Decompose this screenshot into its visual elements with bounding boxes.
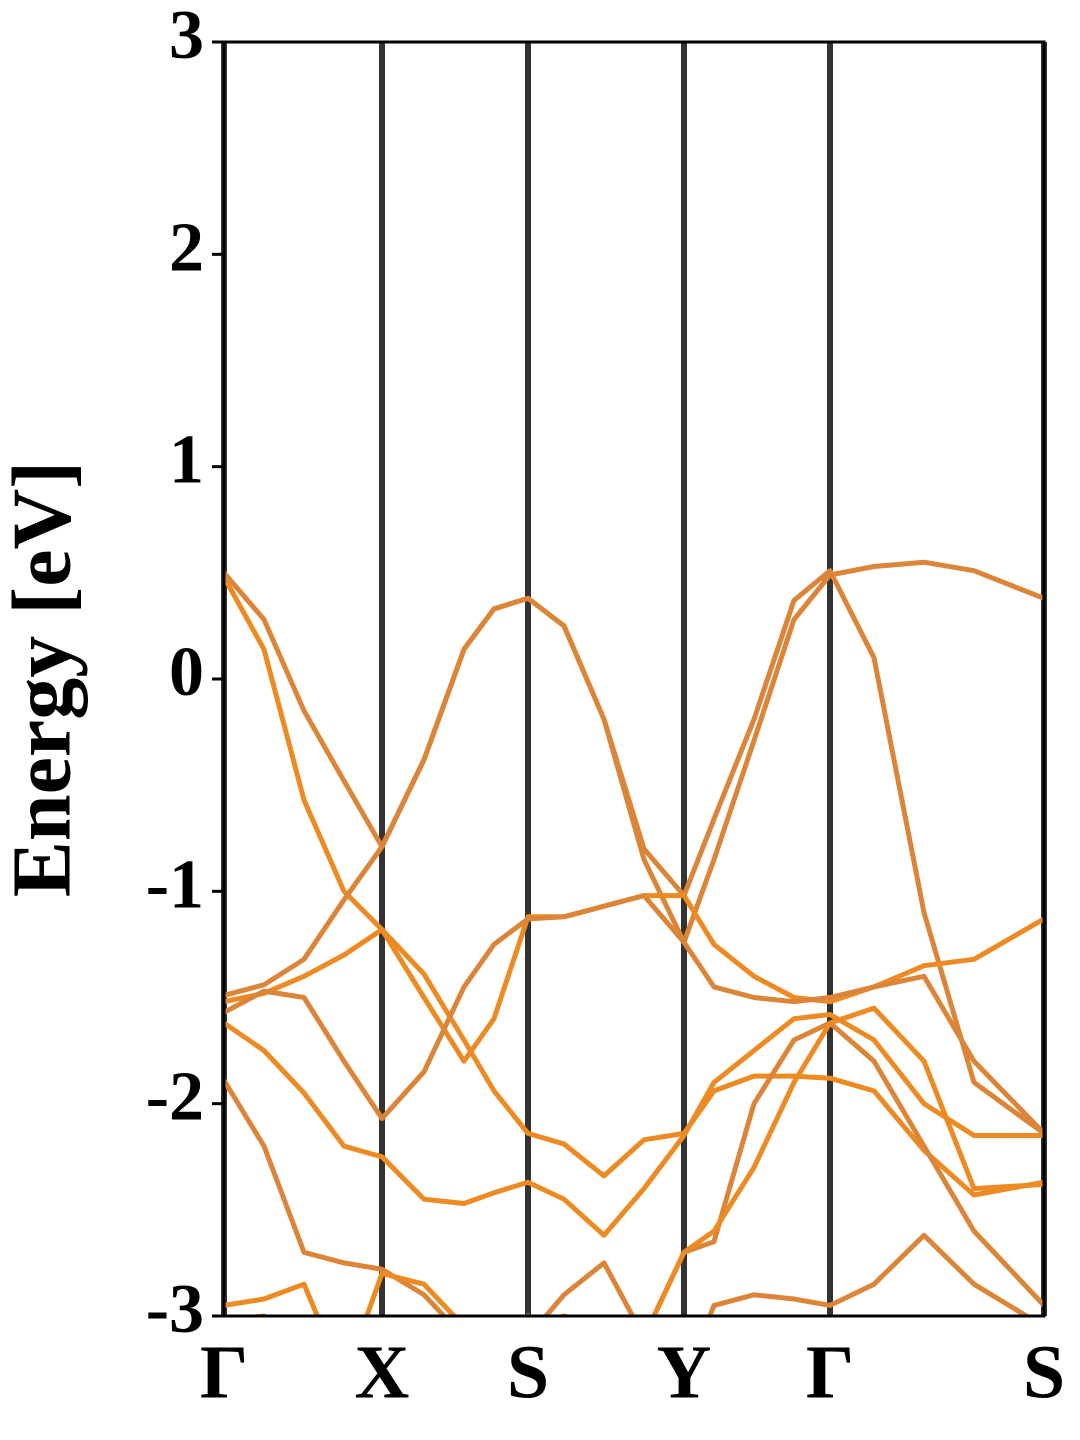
x-tick-label: Γ [200,1330,248,1414]
band [224,1005,1044,1316]
band [224,1012,1044,1238]
band [224,893,1044,1136]
grid [221,42,1047,1316]
y-tick-label: 3 [169,0,204,74]
band [240,1232,1032,1316]
band [224,575,1044,1198]
y-axis-label: Energy [eV] [0,461,88,897]
plot-frame [222,40,1046,1318]
band [224,1020,1044,1316]
x-tick-label: Γ [806,1330,854,1414]
x-tick-label: S [1023,1330,1065,1414]
x-tick-label: S [507,1330,549,1414]
y-tick-label: -2 [146,1059,204,1136]
x-tick-label: X [355,1330,410,1414]
ticks: -3 -2 -1 0 1 2 3 Γ X S Y Γ S [146,0,1065,1414]
y-tick-label: -3 [146,1271,204,1348]
y-tick-label: 0 [169,634,204,711]
y-tick-label: 2 [169,209,204,286]
band [224,568,1044,1136]
bands [224,559,1044,1316]
x-tick-label: Y [657,1330,712,1414]
y-tick-label: 1 [169,422,204,499]
y-tick-label: -1 [146,846,204,923]
